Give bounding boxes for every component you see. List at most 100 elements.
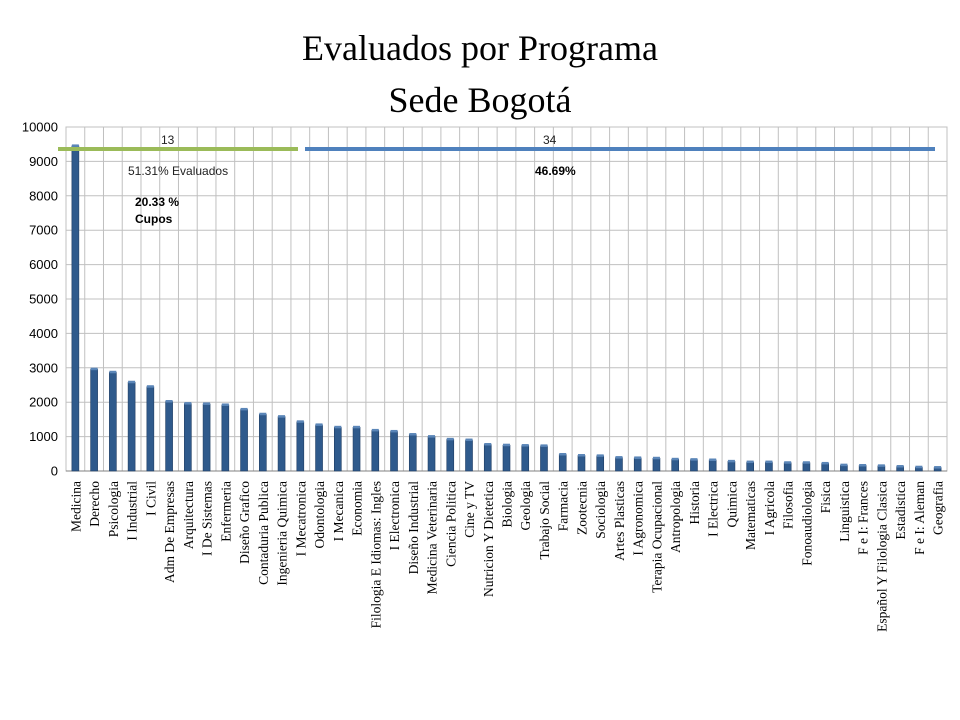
bar-cap (652, 456, 660, 460)
x-tick-label: Trabajo Social (537, 481, 552, 560)
bar (315, 424, 323, 472)
bar (408, 434, 417, 472)
bar-cap (596, 454, 604, 457)
bar-cap (521, 444, 529, 447)
x-tick-label: I Mecanica (331, 481, 346, 541)
bar-cap (671, 457, 679, 461)
bar-cap (802, 461, 810, 464)
x-tick-label: Geologia (518, 481, 533, 531)
x-tick-label: Ciencia Politica (443, 481, 458, 567)
x-tick-label: Medicina (68, 481, 83, 532)
chart-title: Evaluados por Programa (302, 28, 658, 68)
bar (577, 455, 586, 472)
right-count-label: 34 (543, 133, 557, 147)
bar-cap (934, 466, 942, 469)
bar-cap (690, 458, 698, 461)
bar-cap (784, 461, 792, 464)
y-tick-label: 1000 (29, 429, 58, 444)
bar-cap (446, 437, 454, 441)
x-tick-label: Artes Plasticas (612, 481, 627, 561)
bar-cap (371, 428, 379, 432)
y-tick-label: 3000 (29, 360, 58, 375)
x-tick-label: Farmacia (556, 481, 571, 531)
left-cupos-label: Cupos (135, 212, 173, 226)
bar (540, 445, 548, 472)
x-tick-label: I Agronomica (631, 481, 646, 556)
x-tick-label: Antropologia (668, 481, 683, 553)
bar (277, 416, 286, 472)
y-tick-label: 7000 (29, 223, 58, 238)
x-tick-label: Geografia (931, 481, 946, 535)
bar-cap (503, 443, 510, 447)
x-tick-label: Estadistica (893, 481, 908, 539)
x-tick-label: Biologia (500, 481, 515, 528)
bar (671, 459, 680, 472)
bar-cap (896, 465, 904, 468)
right-pct-label: 46.69% (535, 164, 576, 178)
annotation-layer: 13 34 51.31% Evaluados 20.33 % Cupos 46.… (58, 133, 935, 226)
x-tick-label: Arquitectura (181, 481, 196, 549)
bar-cap (859, 463, 867, 467)
left-evaluados-label: 51.31% Evaluados (128, 164, 228, 178)
bar-cap (915, 465, 923, 469)
bar-cap (71, 144, 79, 147)
bar-cap (409, 433, 417, 436)
x-tick-label: I Industrial (125, 481, 140, 541)
bar (483, 444, 492, 472)
x-tick-label: Contaduria Publica (256, 481, 271, 585)
bar (202, 403, 211, 472)
x-tick-label: Quimica (724, 481, 739, 528)
x-tick-label: Historia (687, 481, 702, 525)
x-tick-label: Fisica (818, 481, 833, 513)
bar (427, 436, 436, 472)
bar (802, 462, 811, 472)
bar-cap (203, 402, 211, 405)
x-tick-label: Terapia Ocupacional (649, 481, 664, 593)
bar-cap (109, 370, 117, 374)
bar-layer (71, 144, 942, 472)
bar (652, 457, 661, 472)
bar-cap (240, 407, 248, 411)
bar-cap (146, 385, 154, 388)
y-tick-label: 2000 (29, 395, 58, 410)
x-tick-label: I Mecatronica (293, 481, 308, 556)
bar (615, 457, 623, 472)
bar-cap (634, 456, 642, 459)
y-tick-label: 6000 (29, 257, 58, 272)
bar-cap (128, 380, 136, 384)
bar (296, 421, 305, 472)
bar (127, 381, 136, 472)
x-tick-label: Medicina Veterinaria (425, 481, 440, 594)
bar-cap (390, 429, 398, 433)
bar-cap (296, 420, 304, 423)
y-tick-label: 4000 (29, 326, 58, 341)
bar (390, 431, 398, 472)
x-tick-label: I Agricola (762, 481, 777, 535)
bar-cap (165, 400, 173, 403)
x-tick-label: Psicologia (106, 481, 121, 537)
bar (521, 445, 530, 472)
bar (333, 427, 342, 472)
bar (71, 145, 80, 472)
x-tick-label: I Electronica (387, 481, 402, 550)
bar (184, 403, 192, 472)
y-tick-label: 10000 (22, 120, 58, 135)
x-tick-label: Filologia E Idiomas: Ingles (368, 481, 383, 628)
grid-layer (65, 126, 948, 472)
y-tick-label: 5000 (29, 292, 58, 307)
x-tick-label: Cine y TV (462, 481, 477, 538)
bar (446, 439, 455, 472)
bar-cap (334, 425, 342, 429)
left-count-label: 13 (161, 133, 175, 147)
x-tick-label: I Electrica (706, 481, 721, 537)
x-tick-label: Economia (350, 481, 365, 536)
bar-cap (465, 438, 473, 442)
bar (502, 444, 511, 472)
bar-cap (821, 461, 829, 465)
bar (90, 368, 98, 472)
x-tick-label: F e I: Frances (856, 481, 871, 555)
bar-cap (559, 452, 567, 456)
x-tick-label: Enfermeria (218, 481, 233, 542)
x-tick-label: Español Y Filologia Clasica (874, 481, 889, 632)
x-tick-label: F e I: Aleman (912, 481, 927, 555)
